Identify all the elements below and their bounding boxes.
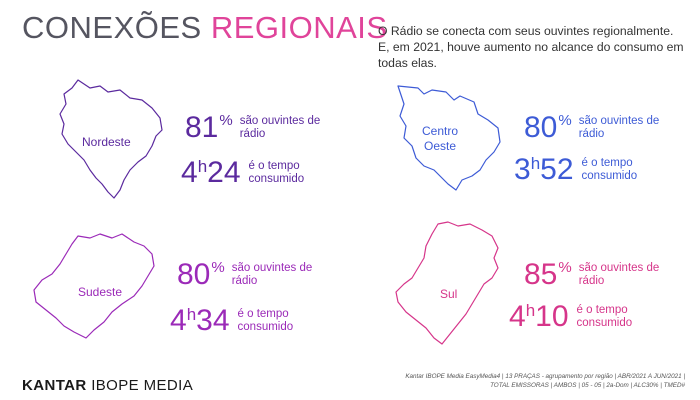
sudeste-minutes-value: 34 — [196, 304, 230, 337]
centro-oeste-time-stat: 3 h 52 é o tempo consumido — [514, 155, 662, 185]
hours-unit: h — [530, 154, 541, 173]
nordeste-percent-desc: são ouvintes de rádio — [239, 115, 321, 140]
centro-oeste-label-line-1: Centro — [422, 124, 459, 138]
source-note: Kantar IBOPE Media EasyMedia4 | 13 PRAÇA… — [405, 373, 685, 389]
centro-oeste-listeners-stat: 80 % são ouvintes de rádio — [524, 113, 669, 143]
nordeste-listeners-stat: 81 % são ouvintes de rádio — [185, 113, 330, 143]
nordeste-minutes-value: 24 — [207, 156, 241, 189]
nordeste-time-desc: é o tempo consumido — [248, 160, 305, 185]
sudeste-label: Sudeste — [78, 285, 123, 299]
centro-oeste-percent-value: 80 — [524, 111, 558, 144]
sudeste-percent-desc: são ouvintes de rádio — [231, 262, 313, 287]
sudeste-map — [33, 233, 155, 339]
logo-part-1: KANTAR — [22, 377, 87, 394]
intro-text: O Rádio se conecta com seus ouvintes reg… — [378, 24, 684, 70]
sul-map — [395, 221, 499, 345]
nordeste-hours-value: 4 — [181, 156, 198, 189]
nordeste-time-stat: 4 h 24 é o tempo consumido — [181, 158, 329, 188]
title-part-1: CONEXÕES — [22, 10, 202, 45]
sudeste-time-desc: é o tempo consumido — [237, 308, 294, 333]
sul-percent-desc: são ouvintes de rádio — [578, 262, 660, 287]
hours-unit: h — [197, 157, 208, 176]
logo-part-2: IBOPE MEDIA — [91, 377, 194, 394]
centro-oeste-label-line-2: Oeste — [424, 139, 457, 153]
percent-sign: % — [211, 259, 225, 276]
hours-unit: h — [525, 301, 536, 320]
percent-sign: % — [219, 112, 233, 129]
sul-hours-value: 4 — [509, 300, 526, 333]
sul-minutes-value: 10 — [535, 300, 569, 333]
hours-unit: h — [186, 305, 197, 324]
percent-sign: % — [558, 259, 572, 276]
nordeste-label: Nordeste — [82, 135, 131, 149]
sul-percent-value: 85 — [524, 258, 558, 291]
kantar-ibope-logo: KANTAR IBOPE MEDIA — [22, 377, 193, 394]
sudeste-percent-value: 80 — [177, 258, 211, 291]
centro-oeste-percent-desc: são ouvintes de rádio — [578, 115, 660, 140]
page-title: CONEXÕES REGIONAIS — [22, 12, 388, 43]
centro-oeste-time-desc: é o tempo consumido — [581, 157, 638, 182]
nordeste-percent-value: 81 — [185, 111, 219, 144]
centro-oeste-label: Centro Oeste — [422, 124, 458, 154]
sul-time-desc: é o tempo consumido — [576, 304, 633, 329]
sul-listeners-stat: 85 % são ouvintes de rádio — [524, 260, 669, 290]
sul-label: Sul — [440, 287, 458, 301]
title-part-2: REGIONAIS — [210, 10, 388, 45]
percent-sign: % — [558, 112, 572, 129]
sul-time-stat: 4 h 10 é o tempo consumido — [509, 302, 657, 332]
sudeste-hours-value: 4 — [170, 304, 187, 337]
centro-oeste-map — [397, 85, 501, 191]
sudeste-time-stat: 4 h 34 é o tempo consumido — [170, 306, 318, 336]
nordeste-map — [59, 79, 163, 199]
centro-oeste-hours-value: 3 — [514, 153, 531, 186]
centro-oeste-minutes-value: 52 — [540, 153, 574, 186]
sudeste-listeners-stat: 80 % são ouvintes de rádio — [177, 260, 322, 290]
